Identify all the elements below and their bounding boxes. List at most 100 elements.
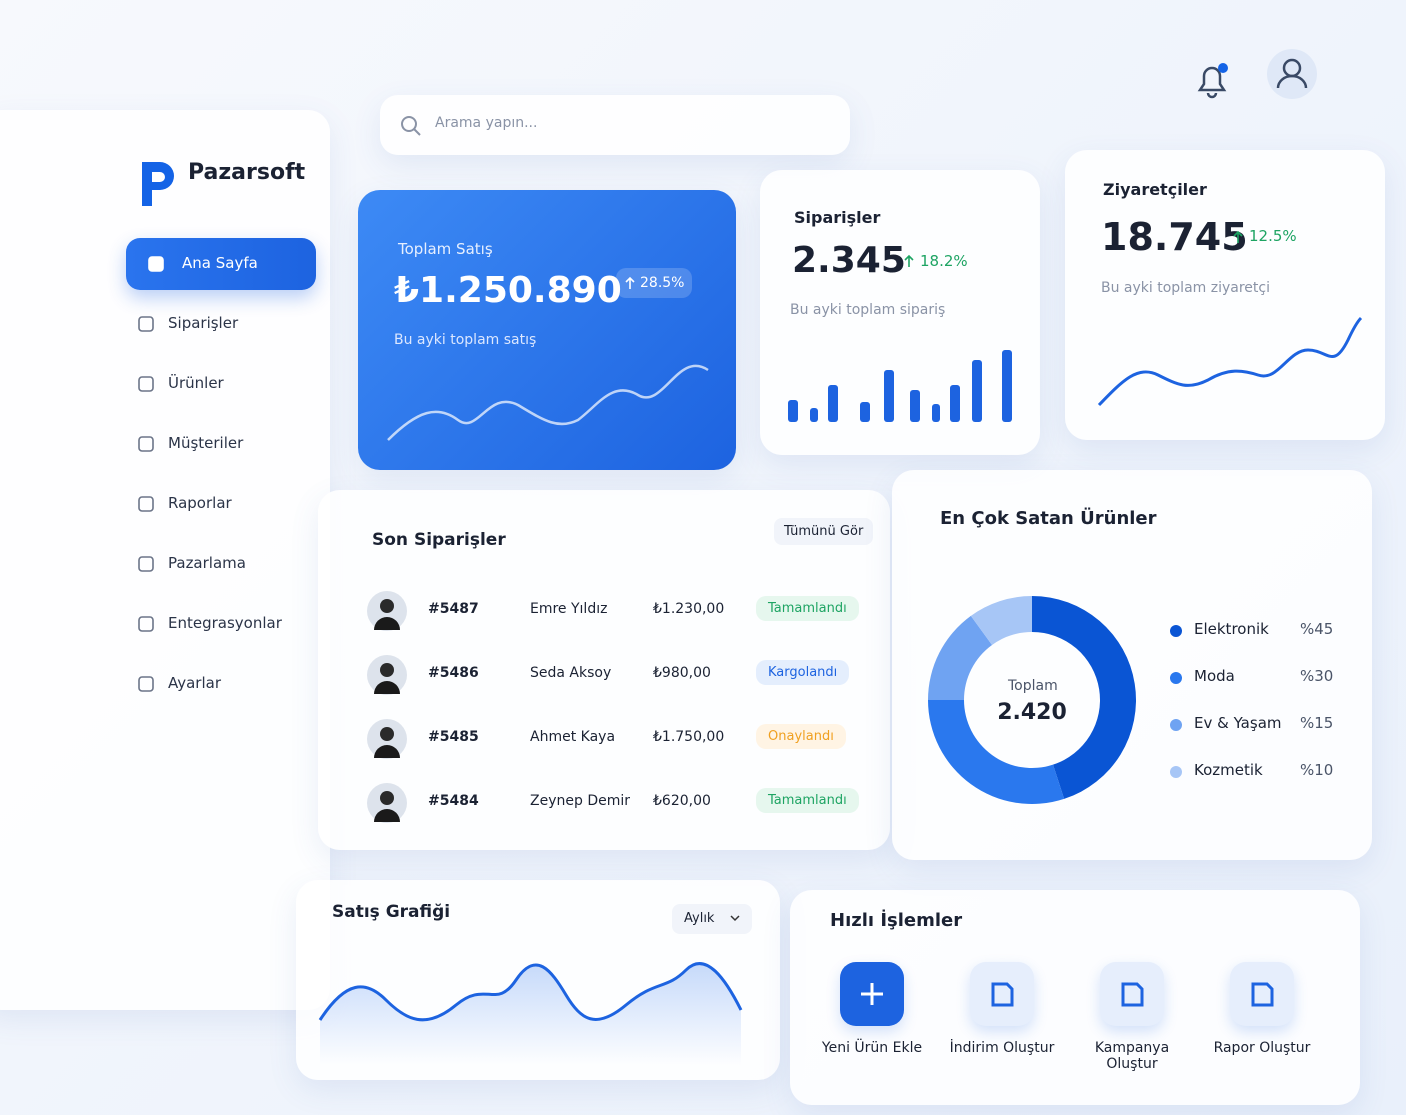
card-value: 18.745 [1101,215,1248,259]
avatar-head [380,663,394,677]
avatar-body [374,745,400,758]
customer-avatar [367,655,407,695]
period-dropdown[interactable]: Aylık [672,904,752,934]
icon-shape [138,556,154,572]
legend-value: %30 [1300,667,1334,685]
legend-name: Kozmetik [1194,761,1263,779]
icon-shape [1251,982,1274,1007]
search-bar[interactable]: Arama yapın... [380,95,850,155]
legend-dot [1170,766,1182,778]
customer-avatar [367,591,407,631]
card-value: ₺1.250.890 [394,270,622,311]
quick-actions: Hızlı İşlemler Yeni Ürün Ekle İndirim Olu… [790,890,1360,1105]
chevron [730,915,740,922]
action-button[interactable] [840,962,904,1026]
donut-segment [970,596,1032,645]
visitors-card: Ziyaretçiler 18.745 12.5% Bu ayki toplam… [1065,150,1385,440]
orders-card: Siparişler 2.345 18.2% Bu ayki toplam si… [760,170,1040,455]
legend-name: Elektronik [1194,620,1269,638]
menu-icon [138,556,154,572]
legend-dot [1170,719,1182,731]
mini-bars [788,350,1012,422]
menu-icon [138,436,154,452]
customer-name: Seda Aksoy [530,665,612,681]
menu-icon [138,316,154,332]
legend-dot [1170,625,1182,637]
action-button[interactable] [970,962,1034,1026]
section-title: Son Siparişler [372,530,506,550]
logo [142,162,174,206]
menu-item[interactable]: Ürünler [120,358,310,410]
user-avatar[interactable] [1266,48,1318,100]
order-amount: ₺620,00 [653,793,711,809]
section-title: Hızlı İşlemler [830,910,963,931]
avatar-head [380,791,394,805]
icon-shape [138,616,154,632]
menu-label: Pazarlama [168,554,246,572]
change-badge: 28.5% [616,268,692,298]
card-subtitle: Bu ayki toplam sipariş [790,302,946,318]
menu-item[interactable]: Siparişler [120,298,310,350]
menu-item[interactable]: Müşteriler [120,418,310,470]
order-id: #5486 [428,665,479,681]
menu-icon [138,676,154,692]
card-change: 12.5% [1249,227,1297,245]
menu-icon [148,256,164,272]
card-change: 18.2% [920,252,968,270]
avatar-head [380,599,394,613]
status-badge: Tamamlandı [756,596,859,621]
status-badge: Kargolandı [756,660,850,685]
menu-label: Ayarlar [168,674,222,692]
customer-avatar [367,719,407,759]
legend-value: %15 [1300,714,1334,732]
action-button[interactable] [1100,962,1164,1026]
order-id: #5485 [428,729,479,745]
icon-shape [861,983,883,1005]
action-label: Rapor Oluştur [1213,1040,1311,1056]
legend-name: Ev & Yaşam [1194,714,1282,732]
menu-item[interactable]: Entegrasyonlar [120,598,310,650]
card-title: Toplam Satış [398,240,493,258]
action-button[interactable] [1230,962,1294,1026]
order-amount: ₺980,00 [653,665,711,681]
menu-item[interactable]: Ayarlar [120,658,310,710]
menu-item[interactable]: Ana Sayfa [126,238,316,290]
menu-icon [138,616,154,632]
menu-item[interactable]: Pazarlama [120,538,310,590]
avatar-head [380,727,394,741]
period-label: Aylık [684,911,715,926]
action-icon [1251,982,1274,1007]
legend-value: %45 [1300,620,1334,638]
sparkline [387,364,709,441]
action-label: İndirim Oluştur [949,1040,1055,1056]
legend-name: Moda [1194,667,1235,685]
action-label: Yeni Ürün Ekle [821,1040,923,1056]
donut-segment [928,700,1065,804]
search-placeholder: Arama yapın... [435,115,538,131]
card-value: 2.345 [792,240,906,281]
area-chart [318,962,743,1065]
status-badge: Onaylandı [756,724,846,749]
section-title: En Çok Satan Ürünler [940,508,1157,529]
view-all-button[interactable]: Tümünü Gör [774,518,874,545]
legend-value: %10 [1300,761,1334,779]
avatar-body [374,681,400,694]
up-arrow [904,254,914,267]
icon-shape [1121,982,1144,1007]
icon-shape [138,436,154,452]
action-icon [991,982,1014,1007]
menu-item[interactable]: Raporlar [120,478,310,530]
card-change: 28.5% [640,275,685,291]
donut-segment [1032,596,1136,799]
customer-name: Zeynep Demir [530,793,630,809]
donut-center-label: Toplam [1008,678,1058,694]
card-title: Ziyaretçiler [1103,180,1207,199]
menu-label: Ürünler [168,374,224,392]
notification-bell[interactable] [1192,60,1232,100]
avatar-body [374,617,400,630]
menu-label: Müşteriler [168,434,244,452]
menu-icon [138,496,154,512]
menu-icon [138,376,154,392]
status-badge: Tamamlandı [756,788,859,813]
